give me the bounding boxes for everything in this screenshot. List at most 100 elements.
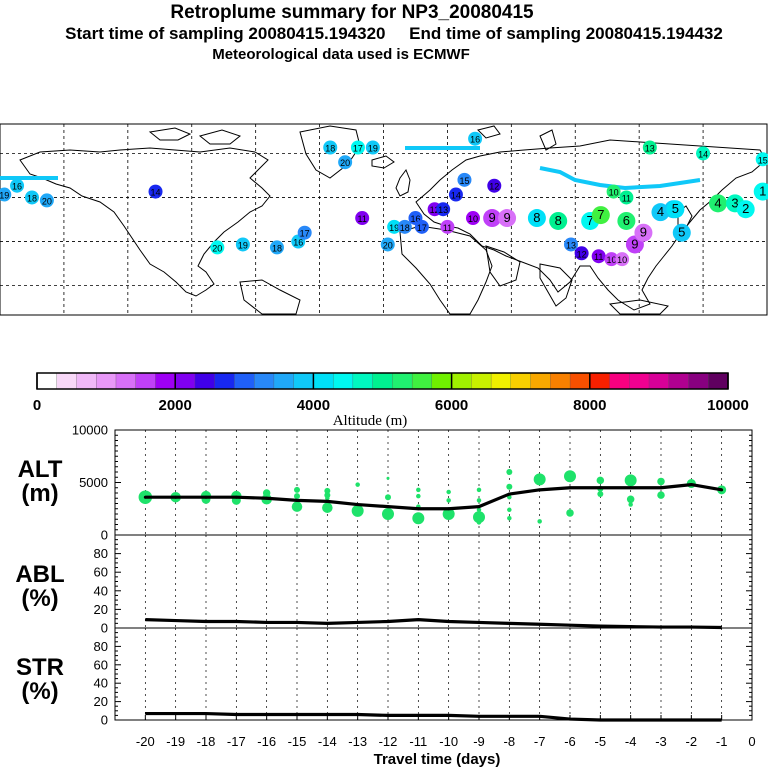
plume-marker (736, 200, 755, 219)
colorbar-cell (648, 372, 670, 390)
plume-marker-label: 14 (451, 191, 461, 201)
y-tick-label: 10000 (72, 423, 108, 438)
colorbar-cell (510, 372, 532, 390)
mean-point (174, 495, 178, 499)
colorbar-cell (589, 372, 610, 390)
altitude-cluster-point (325, 496, 330, 501)
plume-marker-label: 13 (645, 144, 655, 154)
mean-point (204, 495, 208, 499)
mean-point (234, 495, 238, 499)
mean-point (538, 488, 542, 492)
plume-marker-label: 15 (459, 176, 469, 186)
plume-marker (708, 194, 727, 213)
altitude-cluster-point (476, 507, 482, 513)
mean-line (145, 618, 722, 630)
plume-marker-label: 12 (577, 249, 587, 259)
plume-marker (468, 131, 483, 146)
altitude-cluster-point (507, 515, 512, 521)
plume-marker-label: 19 (389, 223, 399, 233)
x-tick-label: -3 (655, 734, 667, 749)
colorbar-label: Altitude (m) (333, 413, 408, 429)
altitude-cluster-point (476, 487, 482, 493)
plume-marker (350, 140, 365, 155)
plume-marker (338, 155, 353, 170)
plume-marker (235, 237, 250, 252)
plume-marker-label: 17 (417, 223, 427, 233)
x-tick-label: -13 (348, 734, 367, 749)
x-tick-label: -8 (504, 734, 516, 749)
colorbar-cell (76, 372, 97, 390)
y-tick-label: 0 (101, 713, 108, 728)
x-tick-label: -14 (318, 734, 337, 749)
colorbar-cell (36, 372, 58, 390)
plume-marker (355, 211, 370, 226)
plume-marker-label: 18 (325, 144, 335, 154)
x-tick-label: -1 (716, 734, 728, 749)
plume-marker (498, 209, 517, 228)
plume-marker (755, 152, 768, 167)
plume-marker (297, 225, 312, 240)
y-tick-label: 5000 (79, 475, 108, 490)
colorbar-cell (155, 372, 176, 390)
plume-marker-label: 2 (742, 201, 749, 216)
x-tick-label: -15 (288, 734, 307, 749)
plume-marker-label: 9 (489, 210, 496, 225)
plume-marker-label: 19 (368, 144, 378, 154)
altitude-cluster-point (657, 491, 665, 499)
plume-marker (323, 140, 338, 155)
altitude-cluster-point (294, 493, 300, 500)
plume-marker-label: 18 (272, 243, 282, 253)
plume-marker (440, 219, 455, 234)
y-tick-label: 80 (94, 639, 108, 654)
x-tick-label: -19 (166, 734, 185, 749)
mean-point (265, 496, 269, 500)
plume-marker (387, 219, 402, 234)
altitude-cluster-point (597, 491, 604, 498)
mean-point (689, 483, 693, 487)
plume-marker (487, 178, 502, 193)
colorbar-cell (254, 372, 275, 390)
chart-title: Retroplume summary for NP3_20080415 (170, 2, 534, 23)
altitude-cluster-point (506, 469, 513, 475)
x-tick-label: -6 (564, 734, 576, 749)
colorbar-cell (352, 372, 374, 390)
panel-ylabel: ALT (18, 456, 63, 483)
plume-marker-label: 16 (12, 182, 22, 192)
plume-marker-label: 16 (410, 214, 420, 224)
colorbar-cell (392, 372, 413, 390)
sampling-time-subtitle: Start time of sampling 20080415.194320 E… (65, 24, 723, 43)
plume-marker-label: 7 (587, 213, 594, 228)
panel-ylabel: STR (16, 654, 64, 681)
mean-point (325, 499, 329, 503)
altitude-cluster-point (506, 483, 513, 490)
x-tick-label: -9 (473, 734, 485, 749)
altitude-cluster-point (412, 512, 425, 525)
plume-marker-label: 3 (731, 195, 738, 210)
x-tick-label: -7 (534, 734, 546, 749)
altitude-cluster-point (533, 473, 546, 486)
plume-marker (563, 237, 578, 252)
colorbar-cell (609, 372, 630, 390)
panel-ylabel-unit: (%) (21, 678, 58, 705)
altitude-cluster-point (294, 486, 300, 493)
plume-marker (436, 202, 451, 217)
y-tick-label: 0 (101, 528, 108, 543)
colorbar-cell (569, 372, 591, 390)
colorbar-cell (214, 372, 235, 390)
altitude-cluster-point (324, 487, 331, 494)
plume-marker-label: 10 (609, 188, 619, 198)
plume-marker-label: 19 (238, 240, 248, 250)
plume-marker (617, 211, 636, 230)
panel-abl: 0 20 40 60 80 ABL(%) (15, 534, 753, 636)
plume-marker (10, 178, 25, 193)
colorbar-tick-label: 2000 (159, 397, 192, 414)
altitude-colorbar: 0 2000 4000 6000 8000 10000 Altitude (m) (33, 372, 749, 429)
panel-frame (114, 534, 753, 629)
mean-point (568, 486, 572, 490)
plume-marker (465, 211, 480, 226)
met-data-subtitle: Meteorological data used is ECMWF (212, 46, 470, 63)
panel-ylabel-unit: (%) (21, 585, 58, 612)
x-tick-label: -2 (686, 734, 698, 749)
x-tick-label: 0 (748, 734, 755, 749)
